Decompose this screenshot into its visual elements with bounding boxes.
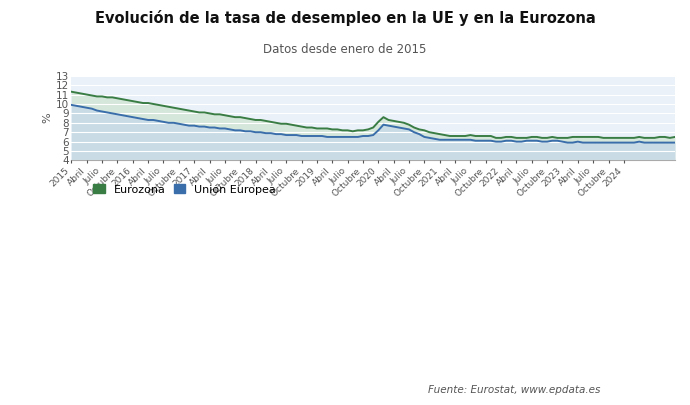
Text: Fuente: Eurostat, www.epdata.es: Fuente: Eurostat, www.epdata.es [428, 385, 600, 395]
Y-axis label: %: % [43, 113, 52, 124]
Legend: Eurozona, Unión Europea: Eurozona, Unión Europea [89, 180, 280, 199]
Text: Datos desde enero de 2015: Datos desde enero de 2015 [264, 43, 426, 55]
Text: Evolución de la tasa de desempleo en la UE y en la Eurozona: Evolución de la tasa de desempleo en la … [95, 10, 595, 26]
